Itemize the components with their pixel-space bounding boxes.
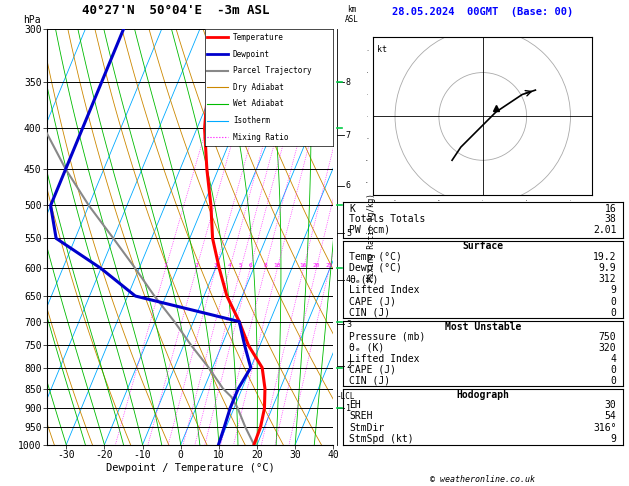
Text: 2.01: 2.01 xyxy=(593,225,616,235)
Text: 5: 5 xyxy=(346,229,351,238)
Text: EH: EH xyxy=(349,400,361,410)
Text: CAPE (J): CAPE (J) xyxy=(349,296,396,307)
Text: 320: 320 xyxy=(599,343,616,353)
Text: CIN (J): CIN (J) xyxy=(349,376,390,386)
Text: CIN (J): CIN (J) xyxy=(349,308,390,318)
Text: 1: 1 xyxy=(164,263,167,268)
Text: 750: 750 xyxy=(599,332,616,342)
Text: 4: 4 xyxy=(346,275,351,284)
Text: 0: 0 xyxy=(611,308,616,318)
Text: 16: 16 xyxy=(300,263,307,268)
Text: 0: 0 xyxy=(611,365,616,375)
Text: StmDir: StmDir xyxy=(349,423,384,433)
Text: kt: kt xyxy=(377,45,387,54)
Text: 6: 6 xyxy=(346,181,351,190)
Text: Surface: Surface xyxy=(462,242,503,251)
Text: 3: 3 xyxy=(346,320,351,329)
Text: © weatheronline.co.uk: © weatheronline.co.uk xyxy=(430,474,535,484)
Text: PW (cm): PW (cm) xyxy=(349,225,390,235)
X-axis label: Dewpoint / Temperature (°C): Dewpoint / Temperature (°C) xyxy=(106,463,275,473)
Text: Dewp (°C): Dewp (°C) xyxy=(349,263,402,273)
Text: Dewpoint: Dewpoint xyxy=(233,50,270,59)
Text: 4: 4 xyxy=(611,354,616,364)
Text: Hodograph: Hodograph xyxy=(456,390,509,399)
Text: Lifted Index: Lifted Index xyxy=(349,285,420,295)
Text: 54: 54 xyxy=(604,412,616,421)
Text: 9: 9 xyxy=(611,285,616,295)
Text: Totals Totals: Totals Totals xyxy=(349,214,425,225)
Text: 20: 20 xyxy=(313,263,320,268)
Text: Most Unstable: Most Unstable xyxy=(445,322,521,331)
Text: Wet Adiabat: Wet Adiabat xyxy=(233,100,284,108)
Text: SREH: SREH xyxy=(349,412,372,421)
Text: 28.05.2024  00GMT  (Base: 00): 28.05.2024 00GMT (Base: 00) xyxy=(392,7,574,17)
Text: CAPE (J): CAPE (J) xyxy=(349,365,396,375)
Text: 10: 10 xyxy=(274,263,281,268)
Text: K: K xyxy=(349,204,355,214)
Text: θₑ (K): θₑ (K) xyxy=(349,343,384,353)
Text: Mixing Ratio: Mixing Ratio xyxy=(233,133,289,142)
Text: Mixing Ratio (g/kg): Mixing Ratio (g/kg) xyxy=(367,193,376,281)
Text: Temperature: Temperature xyxy=(233,33,284,42)
Text: 40°27'N  50°04'E  -3m ASL: 40°27'N 50°04'E -3m ASL xyxy=(82,4,270,17)
Text: 19.2: 19.2 xyxy=(593,252,616,262)
Text: 8: 8 xyxy=(346,78,351,87)
Text: 312: 312 xyxy=(599,274,616,284)
Text: 30: 30 xyxy=(604,400,616,410)
Text: 9: 9 xyxy=(611,434,616,444)
Text: -LCL: -LCL xyxy=(337,392,355,401)
Text: 7: 7 xyxy=(346,131,351,140)
Text: 6: 6 xyxy=(248,263,252,268)
Text: 4: 4 xyxy=(228,263,231,268)
Text: 25: 25 xyxy=(326,263,333,268)
Text: Dry Adiabat: Dry Adiabat xyxy=(233,83,284,92)
Text: 16: 16 xyxy=(604,204,616,214)
Text: 9.9: 9.9 xyxy=(599,263,616,273)
Text: 3: 3 xyxy=(214,263,218,268)
Text: 2: 2 xyxy=(346,361,351,370)
Text: 0: 0 xyxy=(611,296,616,307)
Text: Pressure (mb): Pressure (mb) xyxy=(349,332,425,342)
Text: 38: 38 xyxy=(604,214,616,225)
Text: StmSpd (kt): StmSpd (kt) xyxy=(349,434,414,444)
Text: hPa: hPa xyxy=(23,15,40,25)
Text: θₑ(K): θₑ(K) xyxy=(349,274,379,284)
Text: 316°: 316° xyxy=(593,423,616,433)
Text: 0: 0 xyxy=(611,376,616,386)
Text: Lifted Index: Lifted Index xyxy=(349,354,420,364)
Text: 5: 5 xyxy=(239,263,243,268)
Text: 2: 2 xyxy=(194,263,198,268)
Text: 1: 1 xyxy=(346,404,351,413)
Text: Temp (°C): Temp (°C) xyxy=(349,252,402,262)
Text: km
ASL: km ASL xyxy=(345,5,359,24)
Text: Parcel Trajectory: Parcel Trajectory xyxy=(233,66,311,75)
Text: Isotherm: Isotherm xyxy=(233,116,270,125)
Text: 8: 8 xyxy=(264,263,267,268)
